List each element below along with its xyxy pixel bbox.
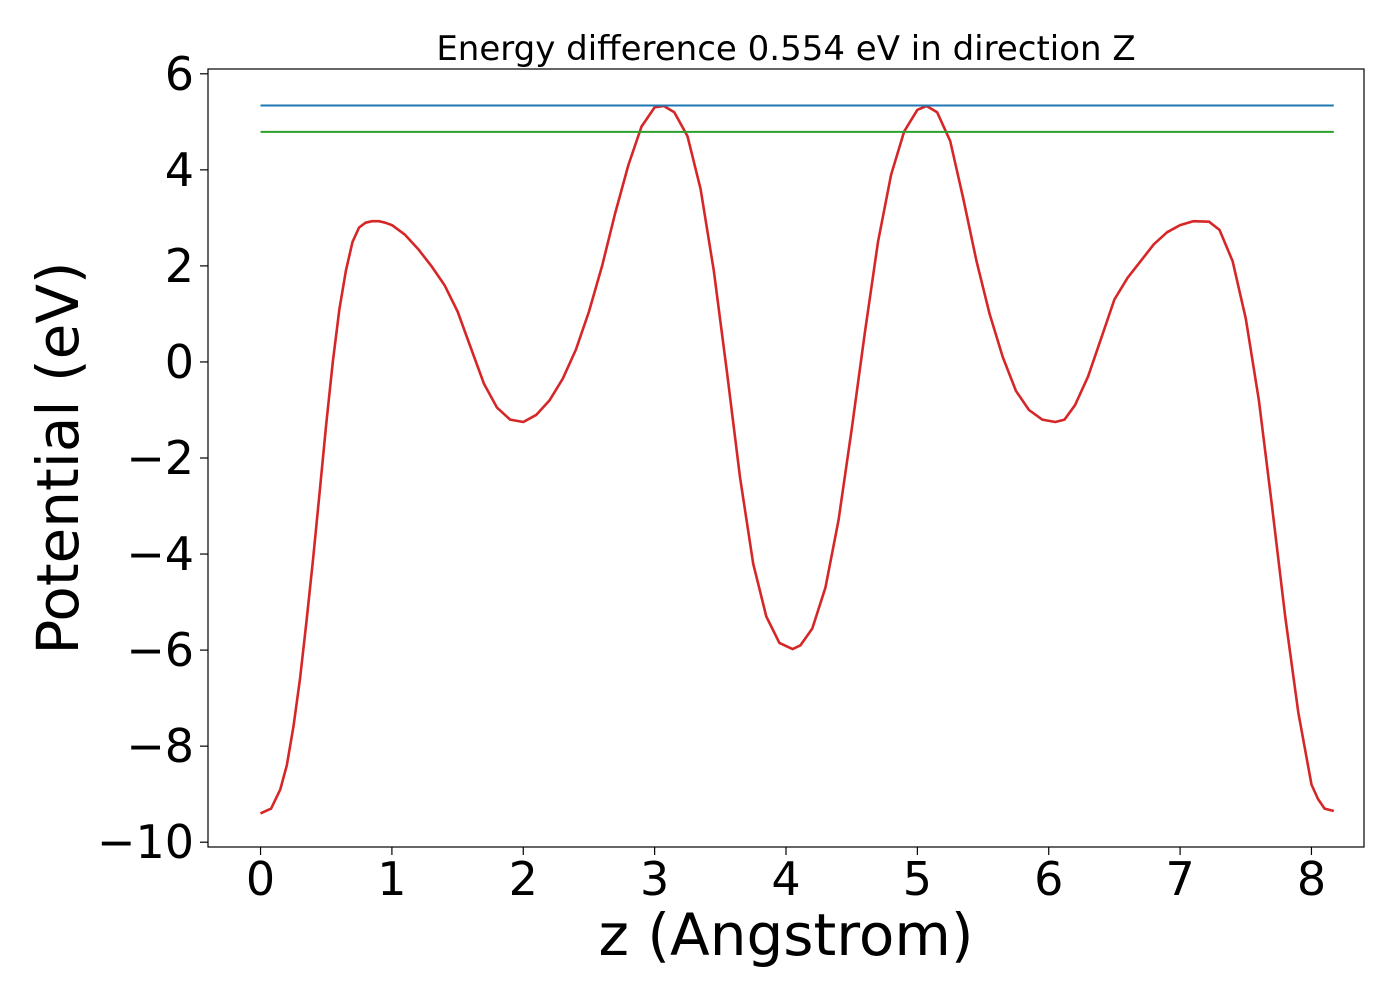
y-tick-label: −8: [126, 719, 194, 773]
y-tick-label: −2: [126, 431, 194, 485]
y-tick-label: −10: [97, 815, 194, 869]
plot-lines: [259, 104, 1335, 815]
x-axis: 0 1 2 3 4 5 6 7 8: [246, 847, 1326, 906]
plot-frame: [207, 68, 1365, 848]
x-tick-label: 6: [1034, 852, 1063, 906]
y-tick-label: 6: [165, 47, 194, 101]
x-tick-label: 5: [903, 852, 932, 906]
x-tick-label: 8: [1297, 852, 1326, 906]
y-tick-label: 4: [165, 143, 194, 197]
x-tick-label: 4: [771, 852, 800, 906]
x-tick-label: 0: [246, 852, 275, 906]
x-tick-label: 2: [509, 852, 538, 906]
chart-title: Energy difference 0.554 eV in direction …: [436, 29, 1135, 69]
y-tick-label: −6: [126, 623, 194, 677]
y-tick-label: 2: [165, 239, 194, 293]
y-axis: −10 −8 −6 −4 −2 0 2 4 6: [97, 47, 208, 869]
x-tick-label: 1: [377, 852, 406, 906]
series-line-0: [259, 104, 1335, 815]
x-axis-label: z (Angstrom): [599, 901, 974, 969]
x-tick-label: 7: [1165, 852, 1194, 906]
y-tick-label: 0: [165, 335, 194, 389]
x-tick-label: 3: [640, 852, 669, 906]
y-tick-label: −4: [126, 527, 194, 581]
y-axis-label: Potential (eV): [24, 261, 92, 654]
